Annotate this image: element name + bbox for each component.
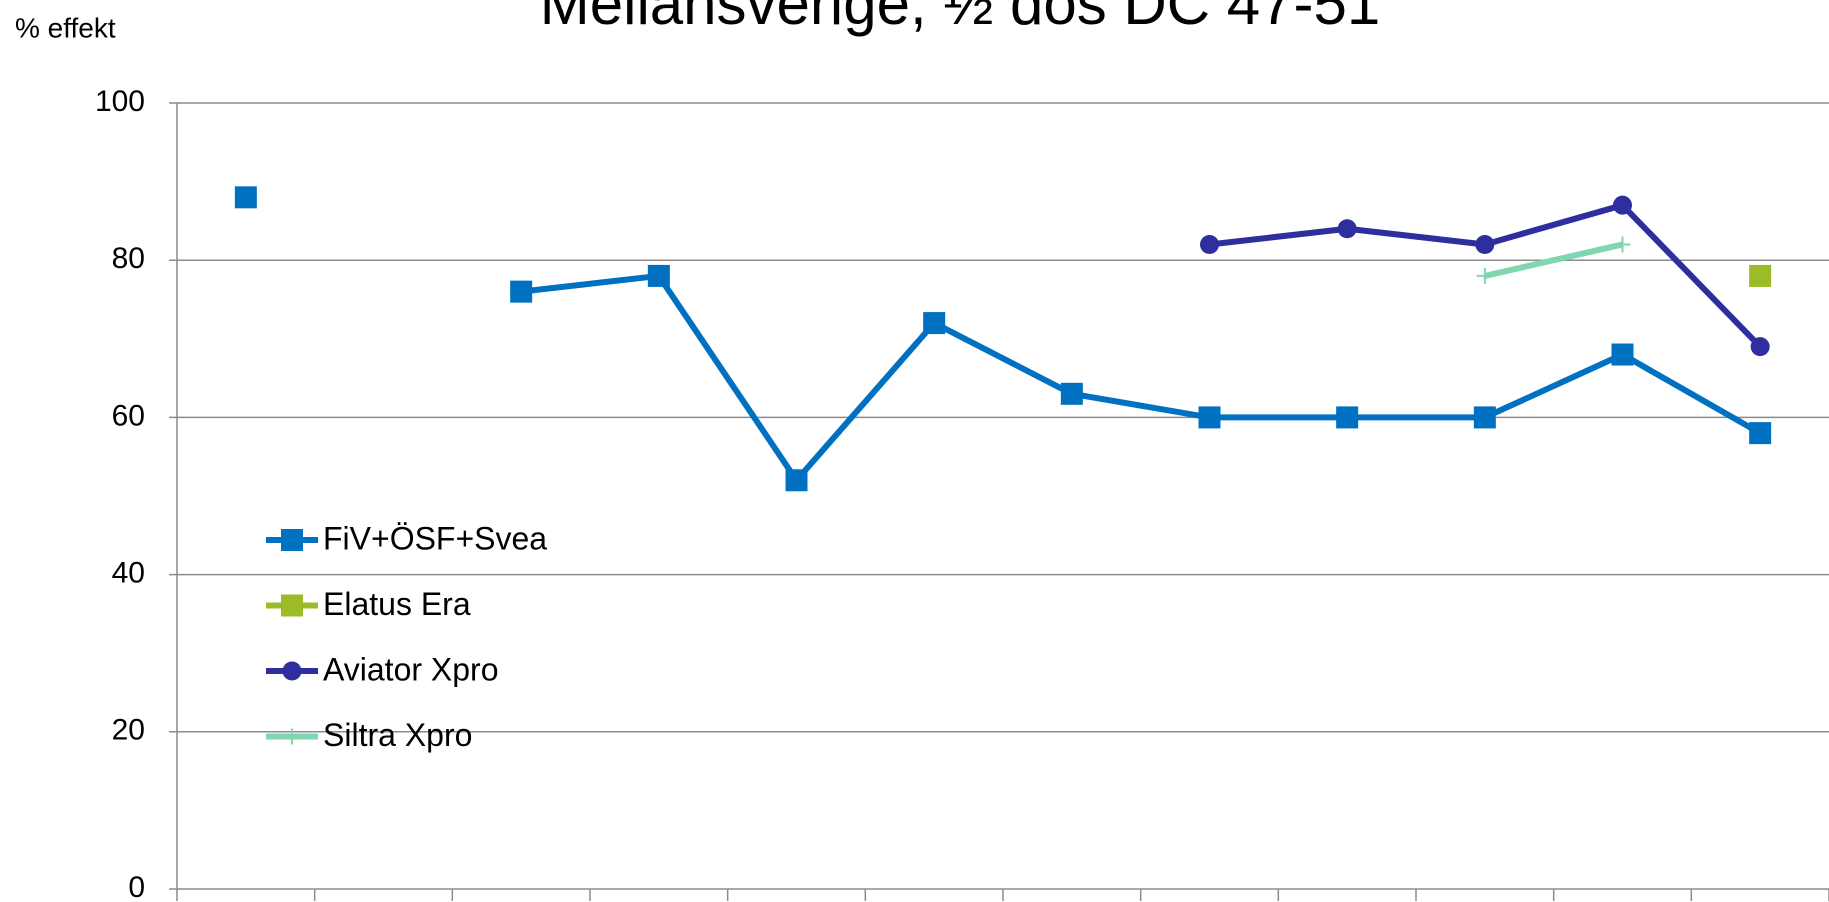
y-tick-label: 40 xyxy=(112,557,145,590)
y-tick-label: 80 xyxy=(112,242,145,275)
data-point xyxy=(1337,219,1357,239)
data-point xyxy=(647,264,670,287)
series-line xyxy=(520,272,1762,484)
y-axis-label: % effekt xyxy=(15,12,116,43)
legend-marker xyxy=(281,529,303,551)
data-point xyxy=(1473,406,1496,429)
data-point xyxy=(1611,343,1634,366)
legend-label: Siltra Xpro xyxy=(323,717,472,753)
legend-label: Elatus Era xyxy=(323,586,471,622)
data-point xyxy=(1749,422,1772,445)
legend-marker xyxy=(284,728,300,745)
data-point xyxy=(234,186,257,209)
data-point xyxy=(1336,406,1359,429)
data-point xyxy=(923,312,946,335)
y-tick-label: 100 xyxy=(95,85,145,118)
data-point xyxy=(1200,234,1219,254)
data-point xyxy=(1750,337,1770,357)
data-point xyxy=(785,469,808,492)
legend-marker xyxy=(281,594,303,617)
data-point xyxy=(1613,195,1632,215)
data-point xyxy=(1475,234,1495,254)
y-tick-label: 20 xyxy=(112,714,145,747)
chart-title: Mellansverige, ½ dos DC 47-51 xyxy=(540,0,1380,37)
y-tick-label: 60 xyxy=(112,399,145,432)
data-point xyxy=(1749,264,1772,287)
data-point xyxy=(1614,236,1631,253)
legend-label: Aviator Xpro xyxy=(323,651,499,687)
data-point xyxy=(1060,382,1083,405)
legend-label: FiV+ÖSF+Svea xyxy=(323,520,547,556)
series-line xyxy=(1484,241,1624,279)
data-point xyxy=(1476,267,1493,284)
data-point xyxy=(510,280,533,303)
y-tick-label: 0 xyxy=(128,871,145,902)
data-point xyxy=(1198,406,1221,429)
legend-marker xyxy=(282,661,302,681)
